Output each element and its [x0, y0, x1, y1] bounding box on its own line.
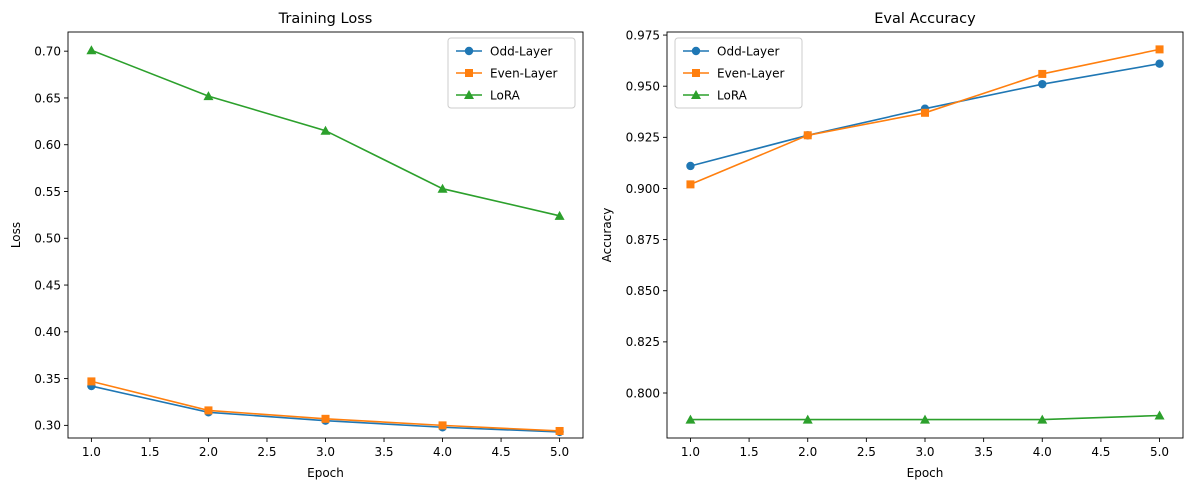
x-tick-label: 3.5	[374, 445, 393, 459]
x-tick-label: 2.0	[798, 445, 817, 459]
y-axis-label: Loss	[9, 222, 23, 248]
data-point-even-layer	[204, 406, 213, 415]
data-point-lora	[685, 414, 696, 424]
y-tick-label: 0.45	[34, 278, 61, 292]
data-point-odd-layer	[686, 161, 695, 171]
y-tick-label: 0.40	[34, 325, 61, 339]
legend-marker-even-layer	[692, 69, 700, 77]
chart-title: Eval Accuracy	[874, 11, 976, 27]
x-tick-label: 2.0	[199, 445, 218, 459]
data-point-lora	[437, 183, 448, 193]
x-tick-label: 1.5	[140, 445, 159, 459]
data-point-lora	[320, 125, 331, 135]
x-tick-label: 4.0	[1033, 445, 1052, 459]
legend-label-odd-layer: Odd-Layer	[717, 44, 780, 58]
y-axis-label: Accuracy	[600, 208, 614, 263]
y-tick-label: 0.825	[626, 335, 660, 349]
data-point-even-layer	[921, 108, 929, 117]
legend-label-odd-layer: Odd-Layer	[490, 44, 553, 58]
x-axis-label: Epoch	[907, 466, 944, 480]
legend: Odd-Layer Even-Layer LoRA	[674, 37, 803, 109]
data-point-even-layer	[1155, 45, 1164, 54]
training-loss-chart: Training Loss Epoch Loss 1.0 1.5 2.0 2.5 3.0…	[9, 11, 584, 480]
data-point-even-layer	[686, 180, 695, 189]
legend-box	[674, 37, 803, 109]
x-tick-label: 3.0	[316, 445, 335, 459]
chart-title: Training Loss	[278, 11, 373, 27]
y-tick-label: 0.35	[34, 372, 61, 386]
y-tick-label: 0.900	[626, 182, 660, 196]
y-tick-label: 0.50	[34, 232, 61, 246]
data-point-even-layer	[555, 426, 564, 435]
legend-label-even-layer: Even-Layer	[717, 66, 785, 80]
data-point-lora	[203, 91, 214, 101]
legend-marker-lora	[691, 90, 701, 99]
data-point-lora	[920, 414, 930, 424]
data-point-even-layer	[803, 131, 812, 140]
legend-label-lora: LoRA	[490, 88, 521, 102]
x-tick-label: 2.5	[257, 445, 276, 459]
data-point-even-layer	[1038, 69, 1047, 78]
legend-marker-lora	[464, 90, 474, 99]
x-tick-label: 3.0	[915, 445, 934, 459]
series-line-odd-layer	[91, 385, 560, 433]
y-tick-label: 0.70	[34, 44, 61, 58]
x-tick-label: 4.5	[1091, 445, 1110, 459]
y-tick-label: 0.950	[626, 80, 660, 94]
data-point-even-layer	[321, 414, 330, 423]
x-tick-label: 5.0	[1150, 445, 1169, 459]
x-tick-label: 4.0	[433, 445, 452, 459]
y-tick-label: 0.875	[626, 233, 660, 247]
data-point-even-layer	[438, 421, 447, 430]
legend-label-even-layer: Even-Layer	[490, 66, 558, 80]
data-point-lora	[1154, 410, 1165, 420]
legend-box	[447, 37, 576, 109]
legend-label-lora: LoRA	[717, 88, 748, 102]
legend-marker-odd-layer	[464, 46, 474, 56]
x-tick-label: 3.5	[974, 445, 993, 459]
y-tick-label: 0.800	[626, 386, 660, 400]
legend-marker-even-layer	[465, 69, 473, 77]
data-point-odd-layer	[1038, 79, 1047, 89]
y-tick-label: 0.60	[34, 138, 61, 152]
x-axis-label: Epoch	[307, 466, 344, 480]
data-point-lora	[554, 210, 565, 220]
data-point-lora	[86, 45, 97, 55]
y-tick-label: 0.975	[626, 28, 660, 42]
y-tick-label: 0.55	[34, 185, 61, 199]
x-tick-label: 4.5	[492, 445, 511, 459]
data-point-even-layer	[87, 377, 96, 386]
data-point-lora	[802, 414, 813, 424]
x-tick-label: 1.0	[82, 445, 101, 459]
x-tick-label: 2.5	[857, 445, 876, 459]
legend-marker-odd-layer	[691, 46, 701, 56]
data-point-lora	[1037, 414, 1048, 424]
y-tick-label: 0.30	[34, 419, 61, 433]
y-tick-label: 0.925	[626, 131, 660, 145]
y-tick-label: 0.850	[626, 284, 660, 298]
eval-accuracy-chart: Eval Accuracy Epoch Accuracy 1.0 1.5 2.0 2.…	[600, 11, 1184, 480]
y-tick-label: 0.65	[34, 91, 61, 105]
legend: Odd-Layer Even-Layer LoRA	[447, 37, 576, 109]
x-tick-label: 5.0	[550, 445, 569, 459]
x-tick-label: 1.5	[740, 445, 759, 459]
data-point-odd-layer	[1155, 59, 1164, 68]
x-tick-label: 1.0	[681, 445, 700, 459]
